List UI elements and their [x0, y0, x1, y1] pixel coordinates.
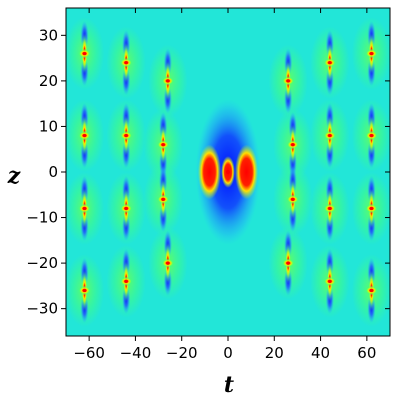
peak-point [124, 133, 128, 138]
peak-point [328, 133, 332, 138]
peak-point [286, 79, 290, 83]
peak-point [166, 79, 170, 83]
peak-point [369, 51, 374, 56]
peak-point [369, 206, 374, 211]
x-tick-label: 40 [311, 344, 330, 362]
y-tick-label: −30 [26, 300, 58, 318]
peak-layer [77, 33, 379, 311]
peak-point [328, 61, 332, 65]
center-point [226, 170, 230, 174]
y-tick-label: 10 [39, 117, 58, 135]
y-tick-label: 0 [48, 163, 58, 181]
x-tick-label: −20 [166, 344, 198, 362]
peak-point [161, 197, 165, 201]
peak-point [124, 206, 128, 211]
x-tick-label: 0 [223, 344, 233, 362]
x-tick-label: −60 [73, 344, 105, 362]
center-left-lobe [197, 144, 222, 200]
peak-point [291, 197, 295, 201]
central-structure [195, 99, 261, 245]
x-axis-label: t [224, 372, 234, 398]
y-axis-label: z [7, 163, 21, 189]
peak-point [82, 206, 87, 211]
y-tick-label: 20 [39, 72, 58, 90]
x-tick-label: −40 [120, 344, 152, 362]
peak-point [369, 288, 374, 293]
x-tick-label: 20 [265, 344, 284, 362]
peak-point [286, 261, 290, 265]
peak-point [82, 288, 87, 293]
peak-point [291, 143, 295, 147]
peak-point [369, 133, 374, 138]
x-tick-label: 60 [357, 344, 376, 362]
peak-point [82, 133, 87, 138]
peak-point [328, 279, 332, 283]
center-right-lobe [234, 144, 259, 200]
y-tick-label: −10 [26, 209, 58, 227]
peak-point [82, 51, 87, 56]
x-axis: −60 −40 −20 0 20 40 60 [73, 8, 376, 362]
plot-area [66, 8, 390, 336]
y-axis: −30 −20 −10 0 10 20 30 [26, 26, 390, 318]
peak-point [166, 261, 170, 265]
peak-point [328, 206, 332, 211]
peak-point [161, 143, 165, 147]
green-halo-layer [66, 17, 390, 327]
peak-point [124, 279, 128, 283]
y-tick-label: 30 [39, 26, 58, 44]
y-tick-label: −20 [26, 254, 58, 272]
peak-point [124, 61, 128, 65]
